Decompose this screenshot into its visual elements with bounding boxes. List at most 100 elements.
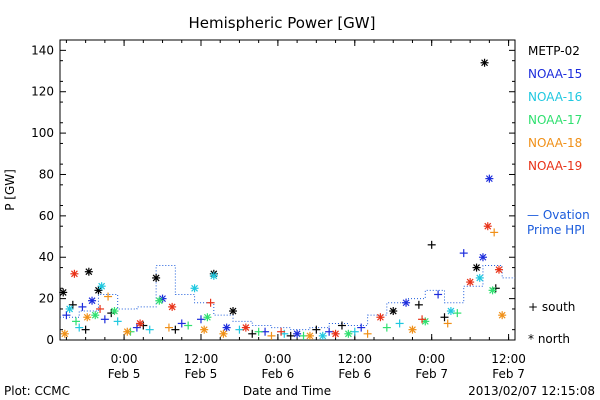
ovation-series-line — [60, 265, 515, 331]
marker-stroke — [332, 330, 339, 338]
north-marker — [88, 296, 97, 305]
x-tick-date-label: Feb 5 — [108, 367, 141, 381]
marker-stroke — [421, 317, 429, 325]
north-marker — [97, 282, 106, 291]
south-marker — [459, 249, 468, 258]
north-marker — [344, 329, 353, 338]
y-tick-label: 100 — [31, 126, 54, 140]
x-tick-date-label: Feb 6 — [338, 367, 371, 381]
north-marker — [190, 284, 199, 293]
x-tick-time-label: 0:00 — [264, 352, 291, 366]
marker-stroke — [479, 253, 487, 261]
marker-stroke — [111, 307, 118, 315]
north-marker — [94, 286, 103, 295]
south-marker — [132, 323, 141, 332]
north-marker — [480, 58, 489, 67]
north-marker — [488, 286, 497, 295]
south-marker — [78, 302, 87, 311]
south-marker — [96, 304, 105, 313]
marker-stroke — [293, 330, 301, 338]
north-marker — [219, 329, 228, 338]
north-marker — [203, 313, 212, 322]
south-marker — [337, 321, 346, 330]
marker-stroke — [61, 330, 69, 338]
south-marker — [100, 315, 109, 324]
south-marker — [75, 323, 84, 332]
marker-stroke — [70, 270, 78, 278]
south-marker — [325, 327, 334, 336]
north-marker — [136, 319, 145, 328]
marker-stroke — [484, 222, 492, 230]
marker-stroke — [219, 330, 227, 338]
north-marker — [209, 271, 218, 280]
chart-title: Hemispheric Power [GW] — [189, 14, 376, 32]
legend: METP-02 NOAA-15 NOAA-16 NOAA-17 NOAA-18 NOAA-… — [527, 44, 590, 346]
marker-stroke — [466, 278, 474, 286]
south-marker — [350, 327, 359, 336]
south-marker — [68, 300, 77, 309]
marker-stroke — [481, 59, 488, 67]
north-marker — [318, 331, 327, 340]
north-marker — [241, 323, 250, 332]
legend-ovation-label: Prime HPI — [527, 223, 585, 237]
south-marker — [312, 325, 321, 334]
marker-stroke — [91, 311, 99, 319]
north-marker — [466, 278, 475, 287]
south-marker — [363, 329, 372, 338]
marker-stroke — [489, 286, 496, 294]
south-marker — [440, 313, 449, 322]
south-marker — [72, 317, 81, 326]
south-marker — [62, 311, 71, 320]
legend-south-label: + south — [528, 300, 575, 314]
legend-north-label: * north — [528, 332, 570, 346]
south-marker — [414, 300, 423, 309]
north-marker — [200, 325, 209, 334]
plot-area-border — [59, 39, 516, 341]
x-tick-date-label: Feb 6 — [262, 367, 295, 381]
south-marker — [235, 325, 244, 334]
south-marker — [104, 292, 113, 301]
north-marker — [475, 273, 484, 282]
north-marker — [59, 288, 68, 297]
marker-stroke — [210, 272, 218, 280]
south-marker — [171, 325, 180, 334]
x-tick-time-label: 12:00 — [184, 352, 219, 366]
south-marker — [113, 317, 122, 326]
marker-stroke — [95, 286, 102, 294]
south-marker — [164, 323, 173, 332]
north-marker — [331, 329, 340, 338]
north-marker — [408, 325, 417, 334]
south-marker — [443, 319, 452, 328]
north-marker — [155, 296, 164, 305]
north-marker — [494, 265, 503, 274]
marker-stroke — [344, 330, 352, 338]
y-tick-label: 0 — [46, 333, 54, 347]
x-tick-time-label: 0:00 — [111, 352, 138, 366]
south-marker — [453, 309, 462, 318]
north-marker — [70, 269, 79, 278]
south-marker — [286, 331, 295, 340]
south-marker — [382, 323, 391, 332]
marker-stroke — [123, 328, 131, 336]
south-marker — [196, 315, 205, 324]
north-marker — [83, 313, 92, 322]
x-tick-date-label: Feb 7 — [492, 367, 525, 381]
legend-entry: NOAA-18 — [528, 136, 582, 150]
south-marker — [490, 228, 499, 237]
north-marker — [152, 273, 161, 282]
marker-stroke — [59, 288, 67, 296]
ovation-step-line — [60, 265, 515, 331]
marker-stroke — [168, 303, 176, 311]
y-tick-label: 40 — [39, 250, 54, 264]
south-marker — [418, 315, 427, 324]
south-marker — [184, 321, 193, 330]
marker-stroke — [155, 297, 163, 305]
north-marker — [168, 302, 177, 311]
north-marker — [402, 298, 411, 307]
south-marker — [427, 240, 436, 249]
marker-stroke — [191, 284, 199, 292]
marker-stroke — [498, 311, 506, 319]
south-marker — [254, 327, 263, 336]
marker-stroke — [376, 313, 384, 321]
y-axis: 0 20 40 60 80 100 120 140 — [31, 43, 515, 347]
